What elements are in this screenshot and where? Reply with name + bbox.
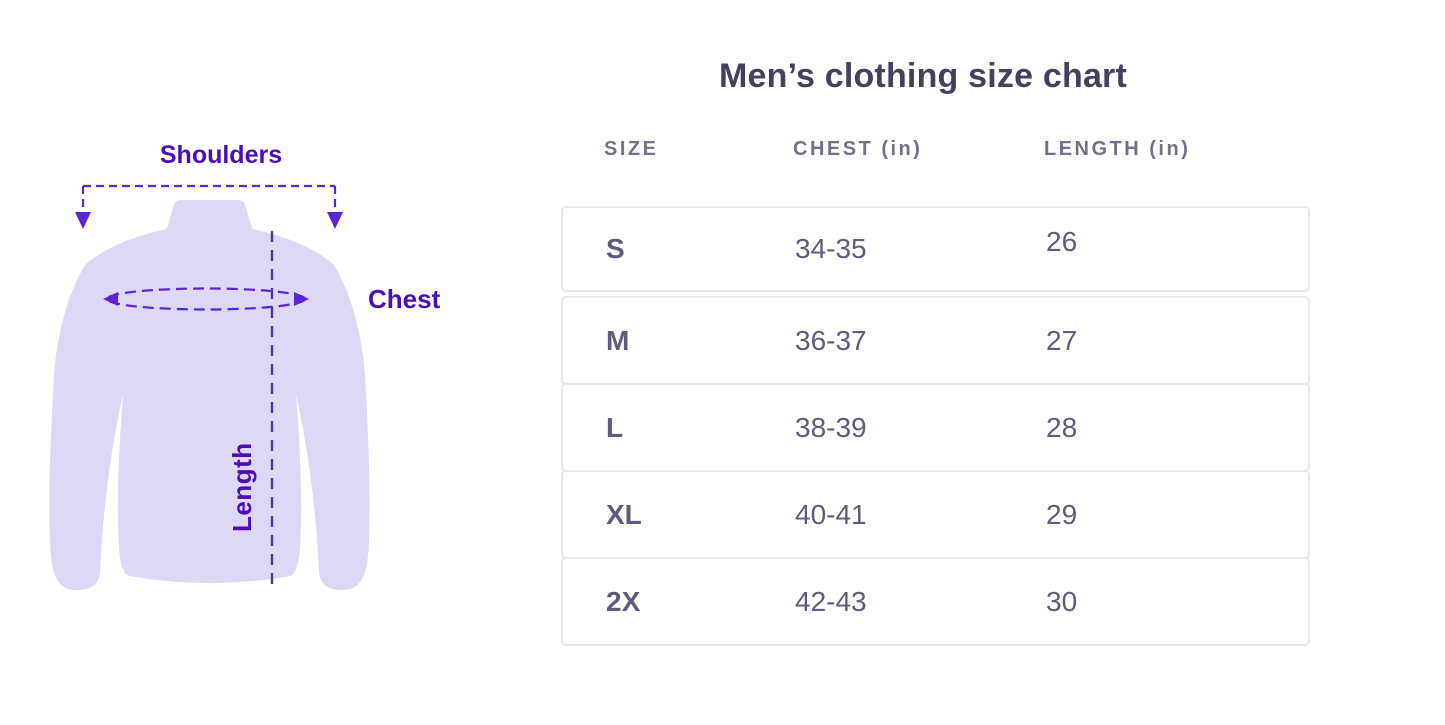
length-cell: 29 — [1046, 498, 1078, 530]
column-header-size: SIZE — [604, 138, 659, 160]
chest-cell: 40-41 — [795, 498, 867, 530]
table-row: L 38-39 28 — [561, 383, 1310, 472]
size-cell: 2X — [606, 585, 641, 617]
chest-cell: 42-43 — [795, 585, 867, 617]
size-table: S 34-35 26 M 36-37 27 L 38-39 28 XL 40-4… — [561, 206, 1310, 646]
shirt-body-shape — [49, 229, 370, 590]
size-cell: M — [606, 324, 630, 356]
table-row: S 34-35 26 — [561, 206, 1310, 292]
shoulders-label: Shoulders — [159, 141, 283, 169]
column-header-chest: CHEST (in) — [793, 138, 923, 160]
size-cell: XL — [606, 498, 642, 530]
column-header-length: LENGTH (in) — [1044, 138, 1191, 160]
table-row: 2X 42-43 30 — [561, 557, 1310, 646]
size-cell: L — [606, 411, 624, 443]
length-cell: 30 — [1046, 585, 1078, 617]
length-label: Length — [227, 442, 257, 532]
table-header-row: SIZE CHEST (in) LENGTH (in) — [561, 138, 1310, 161]
chest-label: Chest — [368, 284, 441, 314]
chest-cell: 34-35 — [795, 233, 867, 264]
size-chart-title: Men’s clothing size chart — [718, 57, 1128, 95]
length-cell: 28 — [1046, 411, 1078, 443]
shirt-collar-shape — [166, 200, 253, 231]
size-cell: S — [606, 233, 625, 264]
table-row: M 36-37 27 — [561, 296, 1310, 385]
chest-cell: 38-39 — [795, 411, 867, 443]
shirt-illustration — [49, 200, 370, 590]
chest-cell: 36-37 — [795, 324, 867, 356]
length-cell: 27 — [1046, 324, 1078, 356]
table-row: XL 40-41 29 — [561, 470, 1310, 559]
length-cell: 26 — [1046, 226, 1078, 257]
